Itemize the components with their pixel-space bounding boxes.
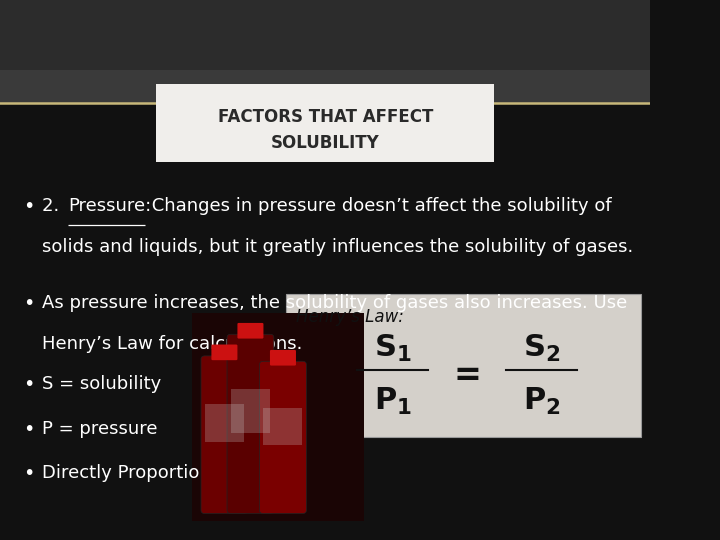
Text: Pressure:: Pressure: bbox=[68, 197, 151, 215]
FancyBboxPatch shape bbox=[0, 0, 650, 103]
FancyBboxPatch shape bbox=[231, 389, 270, 433]
Text: As pressure increases, the solubility of gases also increases. Use: As pressure increases, the solubility of… bbox=[42, 294, 628, 312]
Text: •: • bbox=[23, 294, 34, 313]
Text: Henry’s Law for calculations.: Henry’s Law for calculations. bbox=[42, 335, 302, 353]
Text: •: • bbox=[23, 375, 34, 394]
Text: $\mathbf{=}$: $\mathbf{=}$ bbox=[447, 356, 480, 389]
Text: solids and liquids, but it greatly influences the solubility of gases.: solids and liquids, but it greatly influ… bbox=[42, 238, 634, 255]
Text: S = solubility: S = solubility bbox=[42, 375, 161, 393]
Text: Directly Proportional: Directly Proportional bbox=[42, 464, 228, 482]
Text: P = pressure: P = pressure bbox=[42, 420, 158, 437]
Text: Changes in pressure doesn’t affect the solubility of: Changes in pressure doesn’t affect the s… bbox=[146, 197, 612, 215]
FancyBboxPatch shape bbox=[0, 0, 650, 70]
FancyBboxPatch shape bbox=[227, 334, 274, 514]
Text: •: • bbox=[23, 464, 34, 483]
Text: •: • bbox=[23, 420, 34, 438]
FancyBboxPatch shape bbox=[264, 408, 302, 444]
FancyBboxPatch shape bbox=[212, 345, 238, 360]
FancyBboxPatch shape bbox=[270, 350, 296, 366]
FancyBboxPatch shape bbox=[201, 356, 248, 514]
Text: $\mathbf{P_2}$: $\mathbf{P_2}$ bbox=[523, 386, 560, 417]
FancyBboxPatch shape bbox=[156, 84, 495, 162]
Text: SOLUBILITY: SOLUBILITY bbox=[271, 134, 379, 152]
Text: $\mathbf{S_1}$: $\mathbf{S_1}$ bbox=[374, 333, 411, 364]
FancyBboxPatch shape bbox=[259, 361, 307, 514]
FancyBboxPatch shape bbox=[205, 404, 244, 442]
Text: •: • bbox=[23, 197, 34, 216]
Text: $\mathbf{P_1}$: $\mathbf{P_1}$ bbox=[374, 386, 412, 417]
FancyBboxPatch shape bbox=[192, 313, 364, 521]
FancyBboxPatch shape bbox=[238, 323, 264, 339]
FancyBboxPatch shape bbox=[287, 294, 641, 437]
Text: FACTORS THAT AFFECT: FACTORS THAT AFFECT bbox=[217, 109, 433, 126]
Text: Henry’s Law:: Henry’s Law: bbox=[296, 308, 404, 326]
Text: $\mathbf{S_2}$: $\mathbf{S_2}$ bbox=[523, 333, 560, 364]
Text: 2.: 2. bbox=[42, 197, 66, 215]
